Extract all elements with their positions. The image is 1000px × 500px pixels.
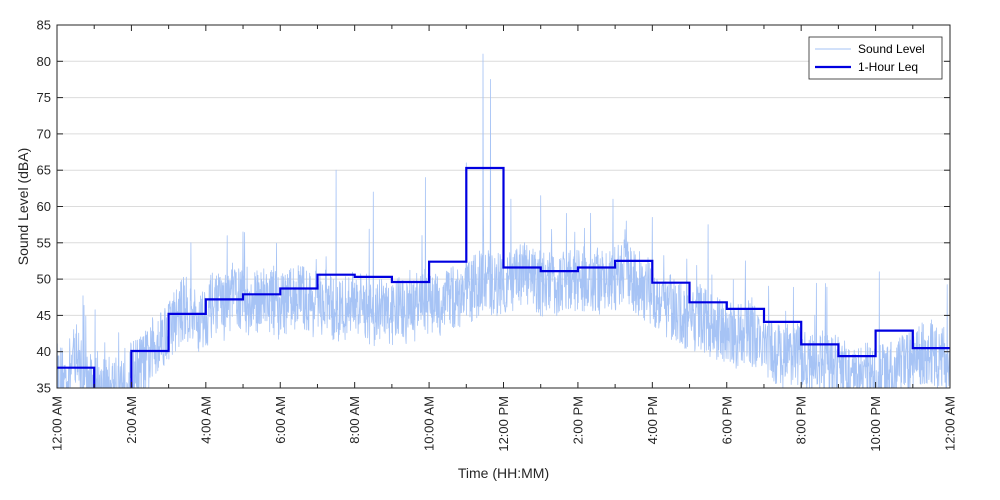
x-tick-label: 12:00 AM xyxy=(50,396,65,451)
y-tick-label: 80 xyxy=(37,54,51,69)
y-tick-label: 75 xyxy=(37,90,51,105)
leq-series-line xyxy=(57,166,950,388)
y-tick-labels: 35 40 45 50 55 60 65 70 75 80 85 xyxy=(37,18,51,396)
y-tick-label: 40 xyxy=(37,344,51,359)
y-tick-label: 85 xyxy=(37,18,51,33)
axis-ticks xyxy=(56,24,951,389)
legend-box xyxy=(808,36,943,80)
x-tick-label: 2:00 AM xyxy=(124,396,139,444)
legend: Sound Level 1-Hour Leq xyxy=(808,36,943,80)
y-tick-label: 60 xyxy=(37,199,51,214)
y-tick-label: 70 xyxy=(37,126,51,141)
x-tick-label: 8:00 PM xyxy=(794,396,809,444)
x-tick-label: 4:00 AM xyxy=(198,396,213,444)
x-tick-label: 10:00 PM xyxy=(868,396,883,452)
y-axis-title: Sound Level (dBA) xyxy=(15,148,31,266)
y-tick-label: 50 xyxy=(37,272,51,287)
x-tick-label: 6:00 AM xyxy=(273,396,288,444)
x-axis-title: Time (HH:MM) xyxy=(458,465,549,481)
legend-label-leq: 1-Hour Leq xyxy=(858,60,918,74)
x-tick-label: 8:00 AM xyxy=(347,396,362,444)
x-tick-label: 4:00 PM xyxy=(645,396,660,444)
x-tick-label: 12:00 AM xyxy=(943,396,958,451)
legend-label-sound-level: Sound Level xyxy=(858,42,925,56)
x-tick-label: 6:00 PM xyxy=(719,396,734,444)
x-tick-label: 10:00 AM xyxy=(422,396,437,451)
y-tick-label: 35 xyxy=(37,381,51,396)
y-tick-label: 55 xyxy=(37,235,51,250)
x-tick-label: 2:00 PM xyxy=(570,396,585,444)
x-tick-labels: 12:00 AM 2:00 AM 4:00 AM 6:00 AM 8:00 AM 10:0… xyxy=(50,396,958,452)
y-tick-label: 65 xyxy=(37,163,51,178)
y-tick-label: 45 xyxy=(37,308,51,323)
x-tick-label: 12:00 PM xyxy=(496,396,511,452)
